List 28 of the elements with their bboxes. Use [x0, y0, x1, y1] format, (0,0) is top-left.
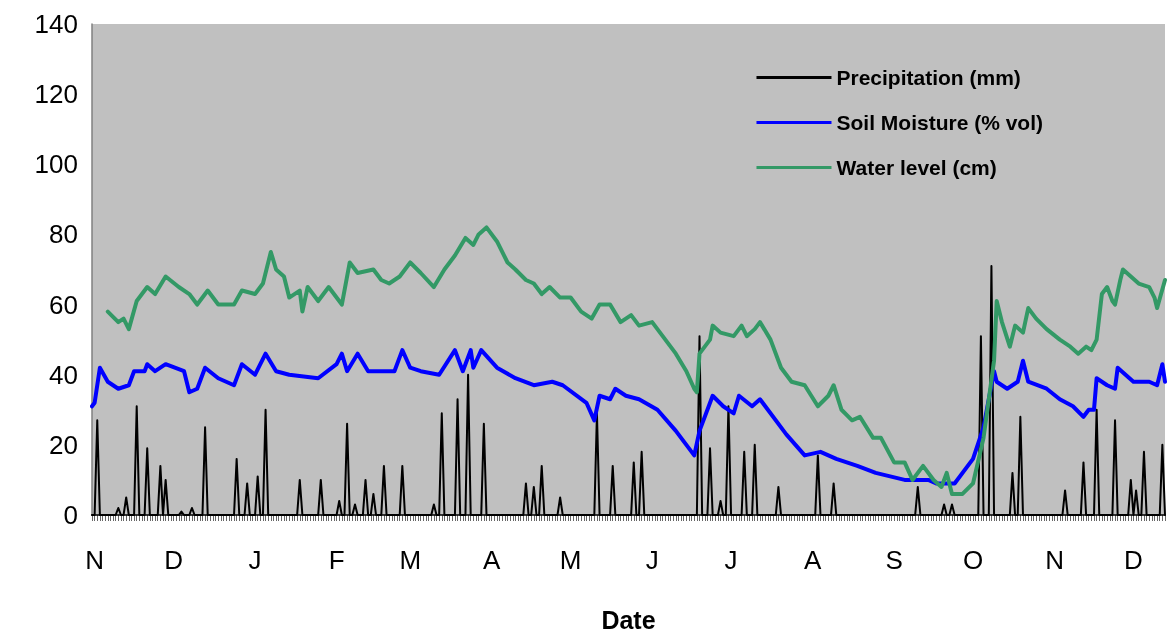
x-tick-label: A [483, 545, 502, 575]
x-axis-title: Date [601, 605, 656, 634]
y-tick-label: 40 [49, 359, 78, 390]
x-tick-label: J [724, 545, 738, 575]
y-tick-label: 60 [49, 289, 78, 320]
legend-label: Soil Moisture (% vol) [836, 111, 1043, 134]
legend-label: Water level (cm) [836, 156, 997, 179]
y-tick-label: 0 [63, 500, 78, 530]
x-tick-label: J [248, 545, 262, 575]
x-tick-label: D [164, 545, 183, 575]
x-tick-label: N [85, 545, 105, 575]
line-series [105, 225, 1167, 496]
x-tick-label: J [645, 545, 659, 575]
x-tick-label: M [399, 545, 422, 575]
y-tick-label: 20 [49, 429, 78, 460]
x-tick-label: N [1045, 545, 1064, 575]
y-tick-label: 100 [34, 149, 78, 180]
y-tick-label: 140 [34, 9, 78, 39]
x-tick-label: M [559, 545, 582, 575]
line-series [90, 348, 1167, 486]
y-tick-label: 80 [49, 219, 78, 250]
x-tick-label: S [885, 545, 903, 575]
legend-label: Precipitation (mm) [836, 66, 1021, 89]
x-tick-label: O [962, 545, 984, 575]
y-tick-label: 120 [34, 79, 78, 110]
x-tick-label: A [803, 545, 822, 575]
x-tick-label: D [1124, 545, 1143, 575]
x-tick-label: F [328, 545, 345, 575]
